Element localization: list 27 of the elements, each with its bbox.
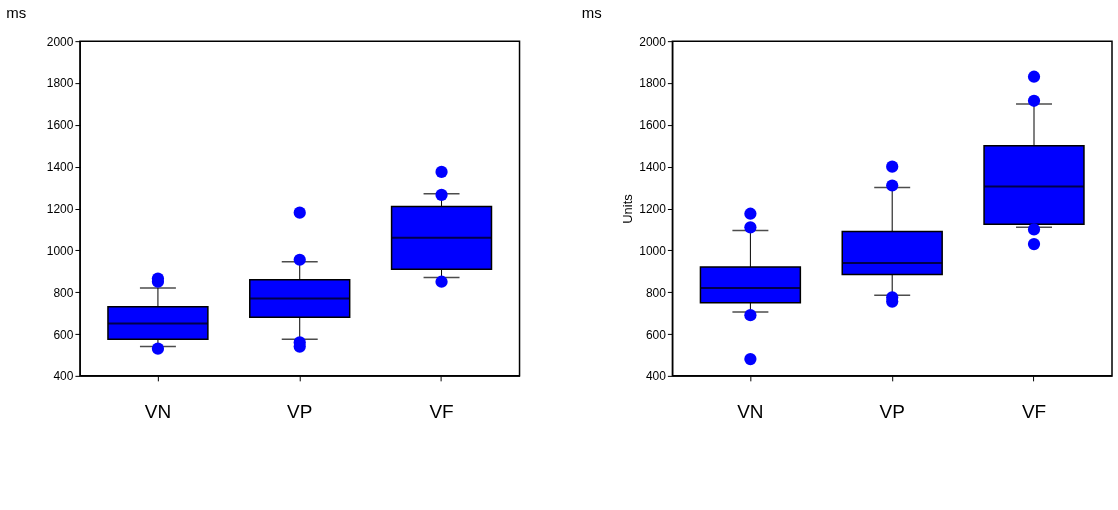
y-tick-label: 400 (53, 369, 74, 384)
x-tick-label: VN (737, 401, 764, 423)
x-tick-label: VF (429, 401, 454, 423)
y-tick-label: 1600 (46, 118, 74, 133)
y-tick-label: 1000 (46, 243, 74, 258)
y-tick-label: 600 (53, 327, 74, 342)
y-tick-label: 1800 (46, 76, 74, 91)
chart-title: ms (6, 4, 27, 22)
y-tick-label: 2000 (639, 34, 667, 49)
y-tick-label: 1200 (639, 202, 667, 216)
y-tick-label: 1400 (46, 160, 74, 175)
y-axis-title: Units (620, 193, 636, 224)
x-tick-label: VP (879, 401, 905, 423)
x-tick-label: VN (144, 401, 172, 423)
y-tick-label: 1200 (46, 202, 74, 216)
y-tick-label: 1400 (639, 160, 667, 175)
y-tick-label: 1000 (639, 243, 667, 258)
y-tick-label: 600 (645, 327, 667, 342)
x-tick-label: VP (287, 401, 313, 423)
chart-title: ms (581, 4, 602, 22)
y-tick-label: 800 (53, 285, 74, 300)
y-tick-label: 1800 (639, 76, 667, 91)
x-tick-label: VF (1021, 401, 1047, 423)
y-tick-label: 800 (645, 285, 667, 300)
y-tick-label: 400 (645, 369, 667, 384)
y-tick-label: 1600 (639, 118, 667, 133)
y-tick-label: 2000 (46, 34, 74, 49)
